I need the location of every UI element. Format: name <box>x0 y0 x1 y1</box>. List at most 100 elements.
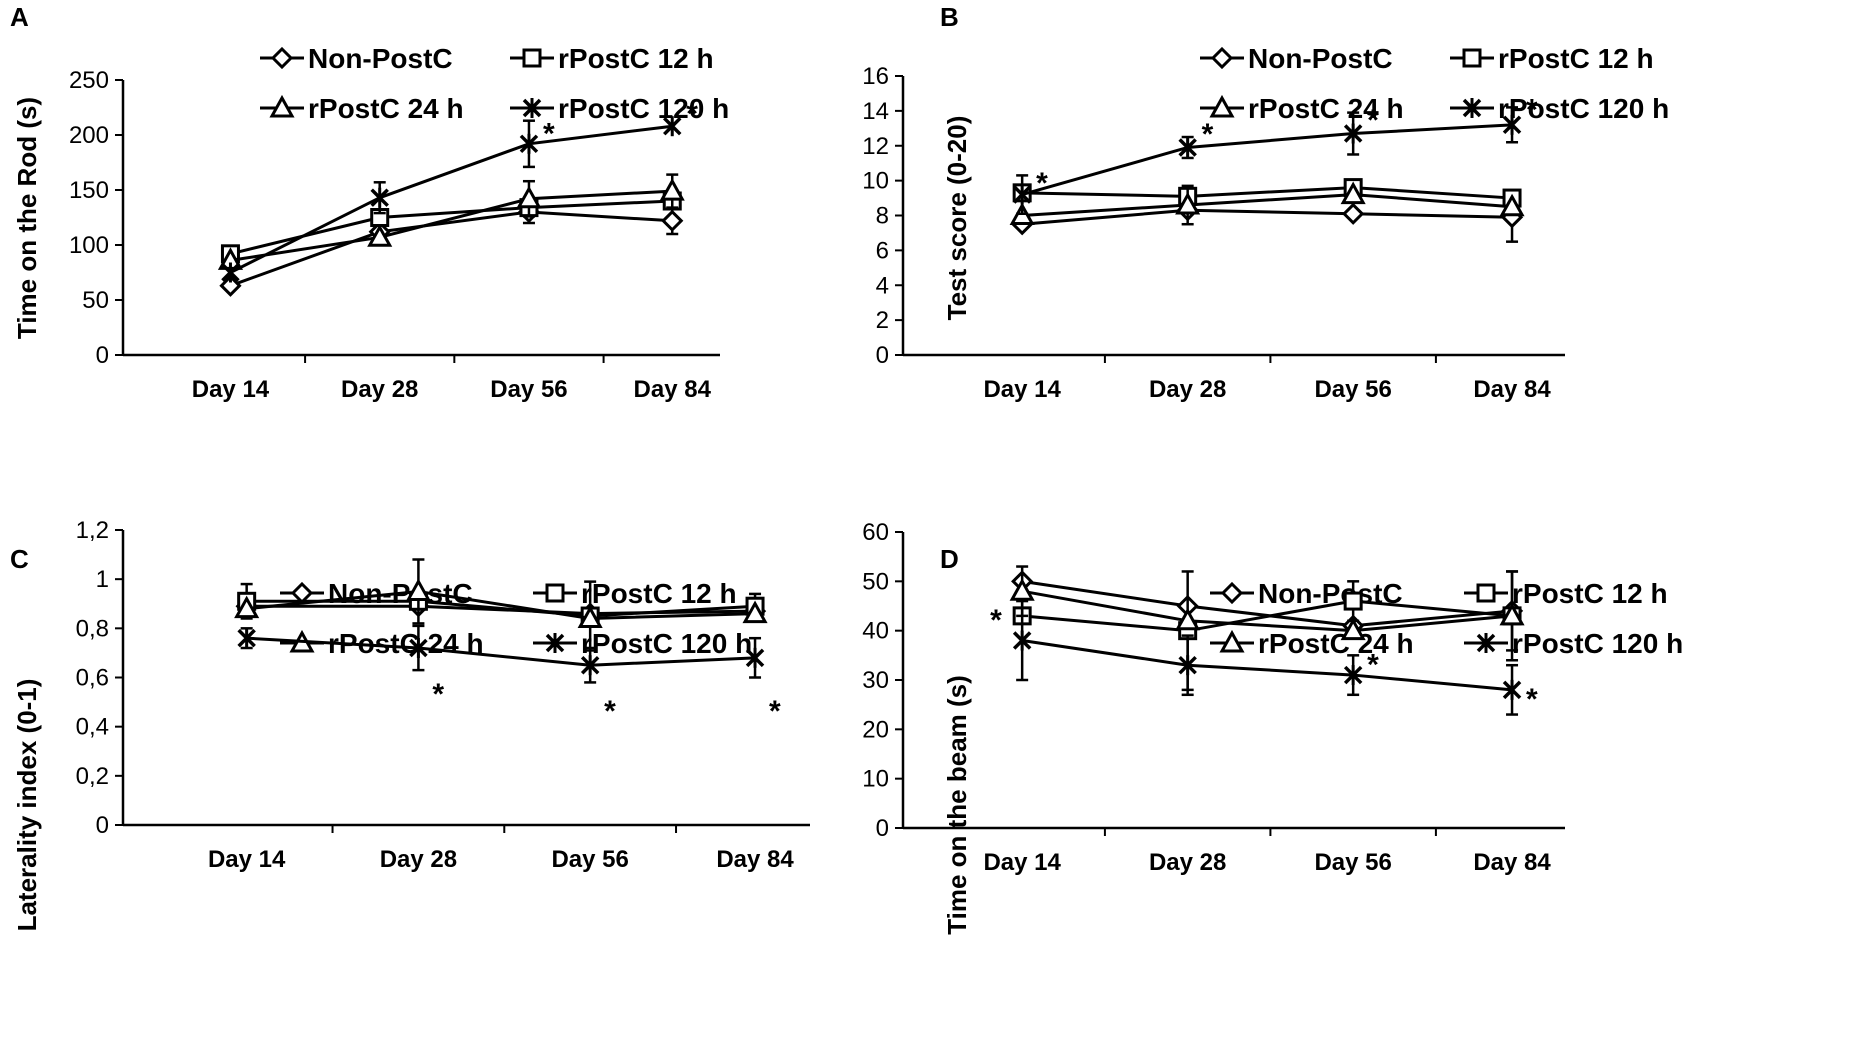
legend-label: rPostC 120 h <box>581 628 752 659</box>
significance-star: * <box>686 98 698 131</box>
marker-diamond <box>290 581 314 605</box>
y-axis-label: Laterality index (0-1) <box>12 679 42 932</box>
y-tick-label: 0,4 <box>76 714 109 741</box>
y-tick-label: 0,6 <box>76 665 109 692</box>
marker-star <box>409 638 428 658</box>
x-tick-label: Day 56 <box>490 376 567 403</box>
legend-swatch <box>1200 46 1244 70</box>
x-tick-label: Day 14 <box>208 846 286 873</box>
legend-label: Non-PostC <box>1248 43 1393 74</box>
y-tick-label: 2 <box>876 307 889 334</box>
legend-label: Non-PostC <box>308 43 453 74</box>
x-tick-label: Day 28 <box>380 846 457 873</box>
legend-swatch <box>1450 98 1494 118</box>
marker-triangle <box>269 94 295 118</box>
marker-diamond <box>270 46 294 70</box>
x-tick-label: Day 28 <box>1149 376 1226 403</box>
legend-swatch <box>510 48 554 68</box>
significance-annotations: * * * * <box>1036 94 1538 200</box>
panel-c: C Laterality index (0-1) Non-PostC rPost… <box>10 517 810 931</box>
y-tick-label: 20 <box>862 716 889 743</box>
legend-label: rPostC 24 h <box>308 93 464 124</box>
series-line <box>246 636 756 667</box>
panel-letter: C <box>10 544 29 574</box>
marker-star <box>1012 630 1032 651</box>
panel-letter: A <box>10 2 29 32</box>
marker-star <box>1012 184 1032 205</box>
legend-label: rPostC 24 h <box>1248 93 1404 124</box>
significance-star: * <box>543 118 555 151</box>
y-tick-label: 10 <box>862 766 889 793</box>
y-tick-label: 0 <box>876 815 889 842</box>
y-tick-label: 100 <box>69 232 109 259</box>
y-axis-label: Time on the beam (s) <box>942 675 972 935</box>
series-line <box>1021 589 1513 633</box>
series-star <box>1012 106 1522 216</box>
x-tick-label: Day 84 <box>716 846 794 873</box>
series-star <box>237 624 765 684</box>
series-line <box>1022 599 1513 633</box>
legend-swatch <box>533 633 577 653</box>
marker-star <box>1343 123 1363 144</box>
panel-a: A Time on the Rod (s) Non-PostC rPostC 1… <box>10 2 729 403</box>
x-tick-label: Day 28 <box>341 376 418 403</box>
panel-letter: D <box>940 544 959 574</box>
legend-swatch <box>533 583 577 603</box>
marker-triangle <box>659 178 685 201</box>
panel-letter: B <box>940 2 959 32</box>
marker-triangle <box>1340 617 1366 641</box>
significance-star: * <box>1202 118 1214 151</box>
legend-swatch <box>1210 581 1254 605</box>
marker-triangle <box>1340 181 1366 205</box>
marker-diamond <box>1342 202 1365 225</box>
marker-diamond <box>1210 46 1234 70</box>
series-line <box>230 199 673 256</box>
series-line <box>246 589 756 621</box>
marker-star <box>522 98 542 118</box>
significance-star: * <box>432 678 444 711</box>
x-tick-label: Day 56 <box>551 846 628 873</box>
marker-triangle <box>1009 578 1035 601</box>
legend-swatch <box>260 94 304 118</box>
marker-diamond <box>1220 581 1244 605</box>
series-triangle <box>1009 565 1525 662</box>
x-tick-label: Day 14 <box>983 849 1061 876</box>
y-tick-label: 0,2 <box>76 763 109 790</box>
marker-triangle <box>1209 94 1235 118</box>
legend-label: rPostC 120 h <box>1512 628 1683 659</box>
marker-triangle <box>405 578 431 601</box>
x-tick-labels: Day 14 Day 28 Day 56 Day 84 <box>208 846 794 873</box>
legend: Non-PostC rPostC 12 h rPostC 24 h rPostC… <box>260 43 729 124</box>
marker-diamond <box>219 274 242 297</box>
marker-star <box>1462 98 1482 118</box>
marker-star <box>1178 655 1197 676</box>
y-tick-label: 16 <box>862 63 889 90</box>
legend-swatch <box>260 46 304 70</box>
marker-star <box>1502 679 1522 700</box>
series-triangle <box>234 558 768 628</box>
marker-star <box>663 116 682 137</box>
y-tick-label: 0 <box>96 342 109 369</box>
legend-label: rPostC 12 h <box>581 578 737 609</box>
marker-star <box>1178 137 1197 158</box>
legend-label: rPostC 120 h <box>1498 93 1669 124</box>
y-tick-labels: 0 0,2 0,4 0,6 0,8 1 1,2 <box>76 517 109 839</box>
significance-star: * <box>990 604 1002 637</box>
x-tick-labels: Day 14 Day 28 Day 56 Day 84 <box>983 849 1551 876</box>
y-tick-label: 10 <box>862 168 889 195</box>
legend-swatch <box>1210 629 1254 653</box>
x-tick-label: Day 14 <box>192 376 270 403</box>
legend-label: rPostC 24 h <box>1258 628 1414 659</box>
legend-swatch <box>1200 94 1244 118</box>
y-tick-label: 0 <box>876 342 889 369</box>
series-star <box>1012 599 1522 716</box>
marker-star <box>1343 665 1363 686</box>
significance-star: * <box>769 695 781 728</box>
legend: Non-PostC rPostC 12 h rPostC 24 h rPostC… <box>1210 578 1683 659</box>
marker-star <box>221 262 240 283</box>
significance-star: * <box>1036 167 1048 200</box>
significance-star: * <box>604 695 616 728</box>
marker-triangle <box>1175 607 1201 631</box>
marker-triangle <box>577 605 603 628</box>
x-tick-labels: Day 14 Day 28 Day 56 Day 84 <box>192 376 712 403</box>
